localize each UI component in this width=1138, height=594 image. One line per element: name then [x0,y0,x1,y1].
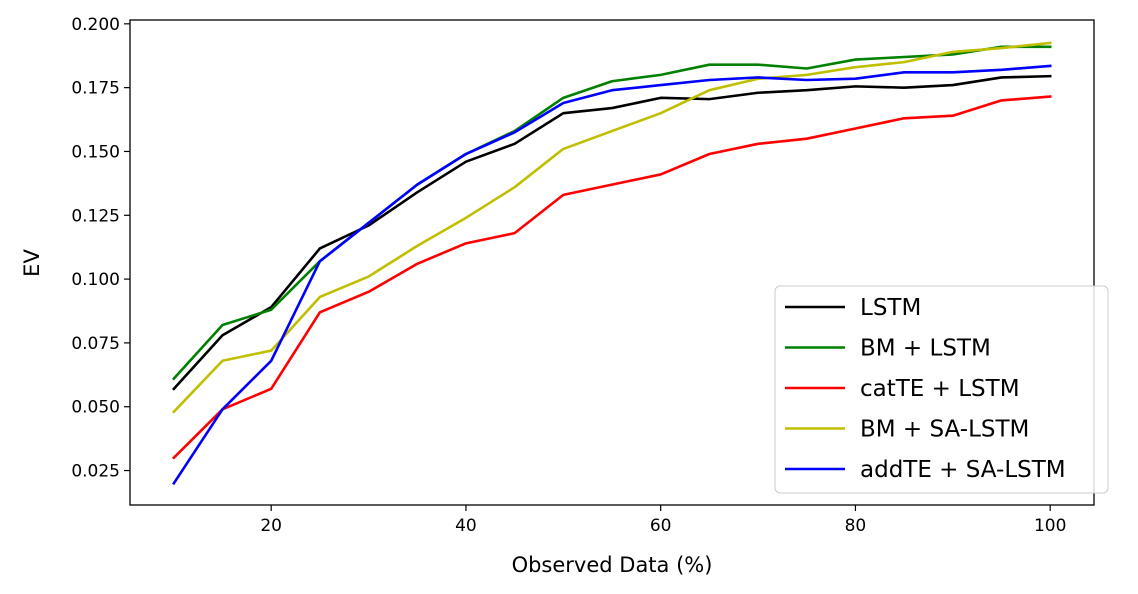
series-line-bm-sa-lstm [171,41,1052,414]
y-tick-label: 0.050 [71,398,120,418]
y-tick-label: 0.100 [71,270,120,290]
y-tick-label: 0.200 [71,15,120,35]
series-line-lstm [171,74,1052,391]
x-tick-label: 80 [845,516,867,536]
y-tick-label: 0.025 [71,462,120,482]
legend-box [774,285,1109,494]
y-tick-label: 0.150 [71,142,120,162]
y-axis-label: EV [20,249,44,277]
series-line-addte-sa-lstm [172,64,1052,486]
series-lines [171,41,1052,486]
x-tick-label: 40 [455,516,477,536]
legend-label-bm-sa-lstm: BM + SA-LSTM [860,417,1029,443]
legend: LSTM BM + LSTM catTE + LSTM BM + SA-LSTM add… [774,285,1109,494]
legend-label-bm-lstm: BM + LSTM [860,336,991,362]
x-tick-label: 20 [260,516,282,536]
plot-frame [129,19,1095,506]
legend-label-catte-lstm: catTE + LSTM [860,376,1020,402]
legend-label-addte-sa-lstm: addTE + SA-LSTM [860,457,1066,483]
y-axis: 0.025 0.050 0.075 0.100 0.125 0.150 0.175 0.200 [71,15,130,482]
x-axis-label: Observed Data (%) [512,553,713,577]
y-tick-label: 0.175 [71,79,120,99]
x-tick-label: 60 [650,516,672,536]
x-axis: 20 40 60 80 100 [260,505,1066,536]
x-tick-label: 100 [1034,516,1066,536]
y-tick-label: 0.075 [71,334,120,354]
series-line-catte-lstm [171,95,1052,460]
legend-label-lstm: LSTM [860,295,921,321]
y-tick-label: 0.125 [71,206,120,226]
